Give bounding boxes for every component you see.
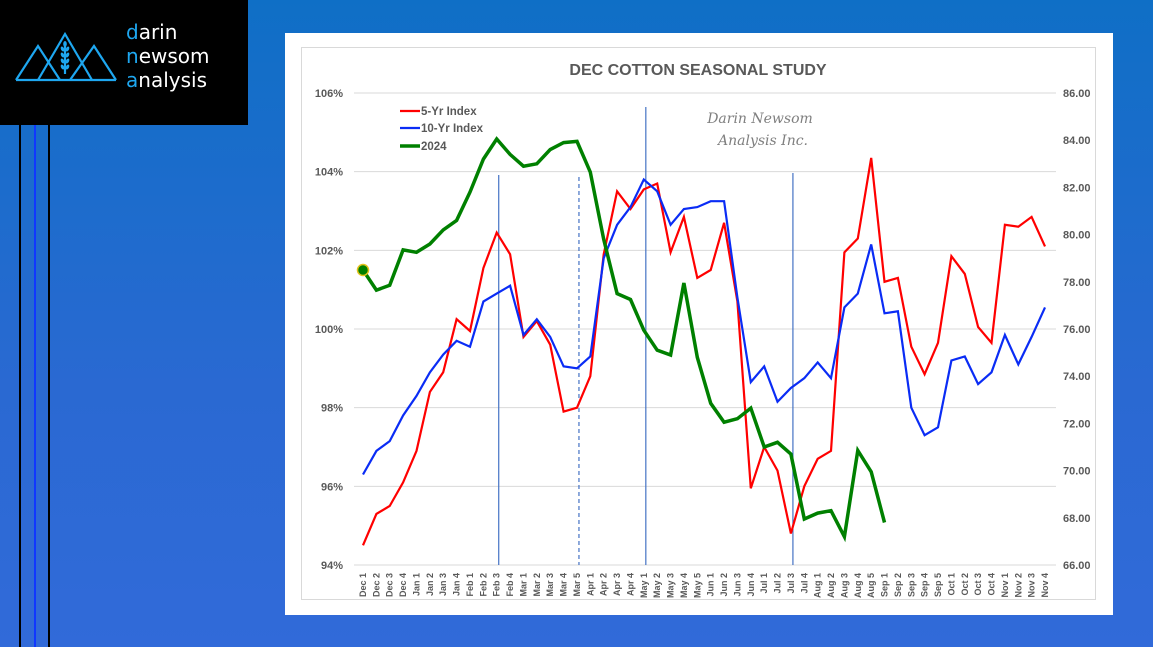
right-axis-tick-label: 70.00 bbox=[1063, 466, 1091, 478]
x-axis-tick-label: Aug 1 bbox=[813, 573, 823, 598]
x-axis-tick-label: Jul 3 bbox=[786, 573, 796, 594]
x-axis-tick-label: Mar 3 bbox=[545, 573, 555, 597]
x-axis-tick-label: Nov 2 bbox=[1013, 573, 1023, 598]
x-axis-tick-label: Sep 3 bbox=[906, 573, 916, 597]
x-axis-tick-label: Apr 4 bbox=[625, 573, 635, 596]
legend: 5-Yr Index 10-Yr Index 2024 bbox=[400, 106, 484, 153]
x-axis-tick-label: Sep 1 bbox=[880, 573, 890, 597]
x-axis-tick-label: May 3 bbox=[666, 573, 676, 598]
x-axis-tick-label: Jun 1 bbox=[706, 573, 716, 597]
right-axis-tick-label: 78.00 bbox=[1063, 277, 1091, 289]
watermark-line-1: Darin Newsom bbox=[706, 111, 813, 127]
decorative-rule bbox=[19, 125, 21, 647]
x-axis-tick-label: Mar 5 bbox=[572, 573, 582, 597]
x-axis-tick-label: Aug 3 bbox=[839, 573, 849, 598]
right-axis-tick-label: 86.00 bbox=[1063, 88, 1091, 100]
x-axis-tick-label: Jun 2 bbox=[719, 573, 729, 597]
x-axis-tick-label: Jul 1 bbox=[759, 573, 769, 594]
x-axis-tick-label: Aug 4 bbox=[853, 573, 863, 598]
x-axis-tick-label: Mar 2 bbox=[532, 573, 542, 597]
x-axis-tick-label: Dec 4 bbox=[398, 573, 408, 597]
x-axis-tick-label: Oct 3 bbox=[973, 573, 983, 596]
x-axis-tick-label: Jan 3 bbox=[438, 573, 448, 596]
right-axis-tick-label: 74.00 bbox=[1063, 371, 1091, 383]
x-axis-tick-label: Feb 4 bbox=[505, 573, 515, 597]
x-axis-tick-label: Oct 1 bbox=[946, 573, 956, 596]
x-axis-tick-label: Apr 2 bbox=[599, 573, 609, 596]
right-axis-tick-label: 80.00 bbox=[1063, 230, 1091, 242]
series-line-5-yr-index bbox=[361, 157, 1047, 546]
x-axis-tick-label: Dec 1 bbox=[358, 573, 368, 597]
left-axis-tick-label: 98% bbox=[321, 403, 343, 415]
x-axis-tick-label: Nov 3 bbox=[1027, 573, 1037, 598]
x-axis-tick-label: Sep 2 bbox=[893, 573, 903, 597]
legend-label-5yr: 5-Yr Index bbox=[421, 106, 477, 118]
left-axis-tick-label: 102% bbox=[315, 245, 343, 257]
x-axis-tick-label: Sep 4 bbox=[920, 573, 930, 597]
legend-label-2024: 2024 bbox=[421, 141, 447, 153]
x-axis-tick-label: Oct 2 bbox=[960, 573, 970, 596]
x-axis-tick-label: Jan 4 bbox=[452, 573, 462, 596]
chart-title: DEC COTTON SEASONAL STUDY bbox=[569, 62, 827, 79]
left-axis-tick-label: 100% bbox=[315, 324, 343, 336]
left-axis-tick-label: 94% bbox=[321, 560, 343, 572]
x-axis-tick-label: Feb 3 bbox=[492, 573, 502, 597]
left-axis-tick-label: 96% bbox=[321, 481, 343, 493]
left-axis-ticks: 106% 104% 102% 100% 98% 96% 94% bbox=[315, 88, 343, 572]
series-line-10-yr-index bbox=[362, 177, 1047, 476]
logo-line-analysis: analysis bbox=[126, 68, 207, 92]
x-axis-tick-label: Oct 4 bbox=[987, 573, 997, 596]
mountain-wheat-icon bbox=[15, 31, 117, 82]
decorative-rule-blue bbox=[34, 125, 36, 647]
x-axis-tick-label: Aug 5 bbox=[866, 573, 876, 598]
x-axis-tick-label: Feb 1 bbox=[465, 573, 475, 597]
right-axis-tick-label: 72.00 bbox=[1063, 418, 1091, 430]
x-axis-tick-label: Jul 4 bbox=[799, 573, 809, 594]
right-axis-tick-label: 84.00 bbox=[1063, 135, 1091, 147]
logo-text: darin newsom analysis bbox=[126, 20, 210, 92]
x-axis-tick-label: Jan 1 bbox=[411, 573, 421, 596]
decorative-rule bbox=[48, 125, 50, 647]
x-axis-tick-label: Mar 1 bbox=[518, 573, 528, 597]
chart-area-border bbox=[301, 47, 1096, 600]
logo-line-darin: darin bbox=[126, 20, 178, 44]
x-axis-tick-label: May 5 bbox=[692, 573, 702, 598]
x-axis-tick-label: Jun 3 bbox=[732, 573, 742, 597]
x-axis-tick-label: Nov 1 bbox=[1000, 573, 1010, 598]
x-axis-tick-label: May 2 bbox=[652, 573, 662, 598]
x-axis-tick-label: Sep 5 bbox=[933, 573, 943, 597]
right-axis-tick-label: 82.00 bbox=[1063, 182, 1091, 194]
x-axis-tick-label: Apr 3 bbox=[612, 573, 622, 596]
x-axis-tick-label: Aug 2 bbox=[826, 573, 836, 598]
x-axis-tick-label: Dec 3 bbox=[385, 573, 395, 597]
x-axis-tick-label: May 4 bbox=[679, 573, 689, 598]
logo-line-newsom: newsom bbox=[126, 44, 210, 68]
watermark-line-2: Analysis Inc. bbox=[716, 133, 808, 149]
x-axis-tick-label: Dec 2 bbox=[371, 573, 381, 597]
x-axis-tick-label: Mar 4 bbox=[559, 573, 569, 597]
series-lines bbox=[356, 136, 1047, 546]
x-axis-tick-label: Jan 2 bbox=[425, 573, 435, 596]
watermark: Darin Newsom Analysis Inc. bbox=[706, 111, 813, 149]
x-axis-ticks: Dec 1 Dec 2 Dec 3 Dec 4 Jan 1 Jan 2 Jan 3 Jan 4… bbox=[358, 573, 1050, 598]
x-axis-tick-label: Jun 4 bbox=[746, 573, 756, 597]
x-axis-tick-label: Feb 2 bbox=[478, 573, 488, 597]
logo: darin newsom analysis bbox=[0, 0, 248, 125]
x-axis-tick-label: Nov 4 bbox=[1040, 573, 1050, 598]
left-axis-tick-label: 104% bbox=[315, 167, 343, 179]
chart-frame bbox=[285, 33, 1113, 615]
right-axis-ticks: 86.00 84.00 82.00 80.00 78.00 76.00 74.00 72.00… bbox=[1063, 88, 1091, 572]
start-marker bbox=[356, 263, 370, 277]
x-axis-tick-label: Jul 2 bbox=[773, 573, 783, 594]
right-axis-tick-label: 66.00 bbox=[1063, 560, 1091, 572]
gridlines bbox=[354, 92, 1056, 566]
right-axis-tick-label: 76.00 bbox=[1063, 324, 1091, 336]
right-axis-tick-label: 68.00 bbox=[1063, 513, 1091, 525]
x-axis-tick-label: May 1 bbox=[639, 573, 649, 598]
legend-label-10yr: 10-Yr Index bbox=[421, 123, 484, 135]
x-axis-tick-label: Apr 1 bbox=[585, 573, 595, 596]
left-axis-tick-label: 106% bbox=[315, 88, 343, 100]
series-line-2024 bbox=[361, 136, 887, 543]
